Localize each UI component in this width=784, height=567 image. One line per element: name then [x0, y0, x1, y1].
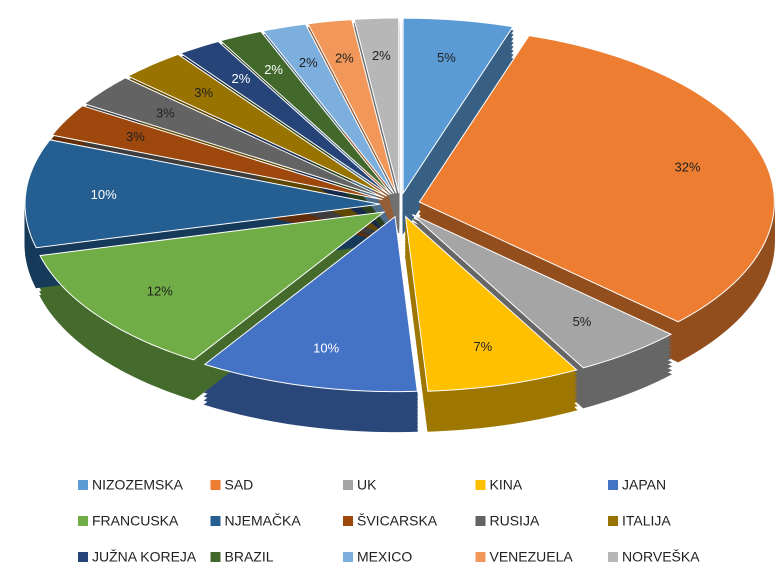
slice [39, 211, 386, 361]
legend-label: UK [357, 477, 377, 493]
slice [307, 19, 397, 194]
slice [411, 214, 673, 369]
legend-swatch [343, 516, 353, 526]
legend-label: JUŽNA KOREJA [92, 549, 197, 565]
legend-swatch [608, 480, 618, 490]
data-label: 2% [299, 55, 318, 70]
legend-swatch [608, 552, 618, 562]
legend-label: ITALIJA [622, 513, 671, 529]
data-label: 2% [264, 62, 283, 77]
legend-swatch [210, 480, 221, 490]
slice [83, 77, 385, 199]
slice [353, 17, 400, 194]
data-label: 5% [573, 314, 592, 329]
legend-swatch [343, 552, 353, 562]
data-label: 2% [372, 48, 391, 63]
slice [402, 17, 514, 195]
legend-swatch [210, 552, 221, 562]
slice [51, 105, 383, 201]
legend-label: NJEMAČKA [225, 513, 302, 529]
legend-swatch [475, 480, 486, 490]
legend-label: MEXICO [357, 549, 412, 565]
legend-label: FRANCUSKA [92, 513, 179, 529]
legend-label: NORVEŠKA [622, 549, 700, 565]
legend-label: BRAZIL [225, 549, 274, 565]
legend-label: NIZOZEMSKA [92, 477, 184, 493]
legend-label: SAD [225, 477, 254, 493]
legend-label: VENEZUELA [490, 549, 574, 565]
data-label: 3% [194, 85, 213, 100]
slice [203, 215, 418, 393]
legend-swatch [210, 516, 221, 526]
legend-swatch [78, 516, 88, 526]
legend-swatch [78, 480, 88, 490]
legend-label: RUSIJA [490, 513, 540, 529]
legend-swatch [475, 552, 486, 562]
legend-swatch [475, 516, 486, 526]
data-label: 12% [147, 284, 173, 299]
slice [179, 40, 390, 196]
legend-label: JAPAN [622, 477, 666, 493]
slice [219, 30, 392, 195]
data-label: 3% [156, 105, 175, 120]
legend-label: KINA [490, 477, 523, 493]
data-label: 32% [675, 160, 701, 175]
legend-swatch [343, 480, 353, 490]
slice-tops [24, 17, 775, 393]
slice [418, 35, 775, 323]
data-label: 10% [91, 187, 117, 202]
legend-swatch [608, 516, 618, 526]
data-label: 3% [126, 129, 145, 144]
slice [126, 53, 388, 197]
data-label: 2% [232, 71, 251, 86]
data-label: 5% [437, 50, 456, 65]
legend-swatch [78, 552, 88, 562]
data-label: 7% [473, 339, 492, 354]
data-label: 2% [335, 51, 354, 66]
slice [24, 139, 381, 249]
legend-label: ŠVICARSKA [357, 513, 438, 529]
slice [262, 23, 395, 194]
slice [404, 215, 578, 392]
data-label: 10% [313, 340, 339, 355]
